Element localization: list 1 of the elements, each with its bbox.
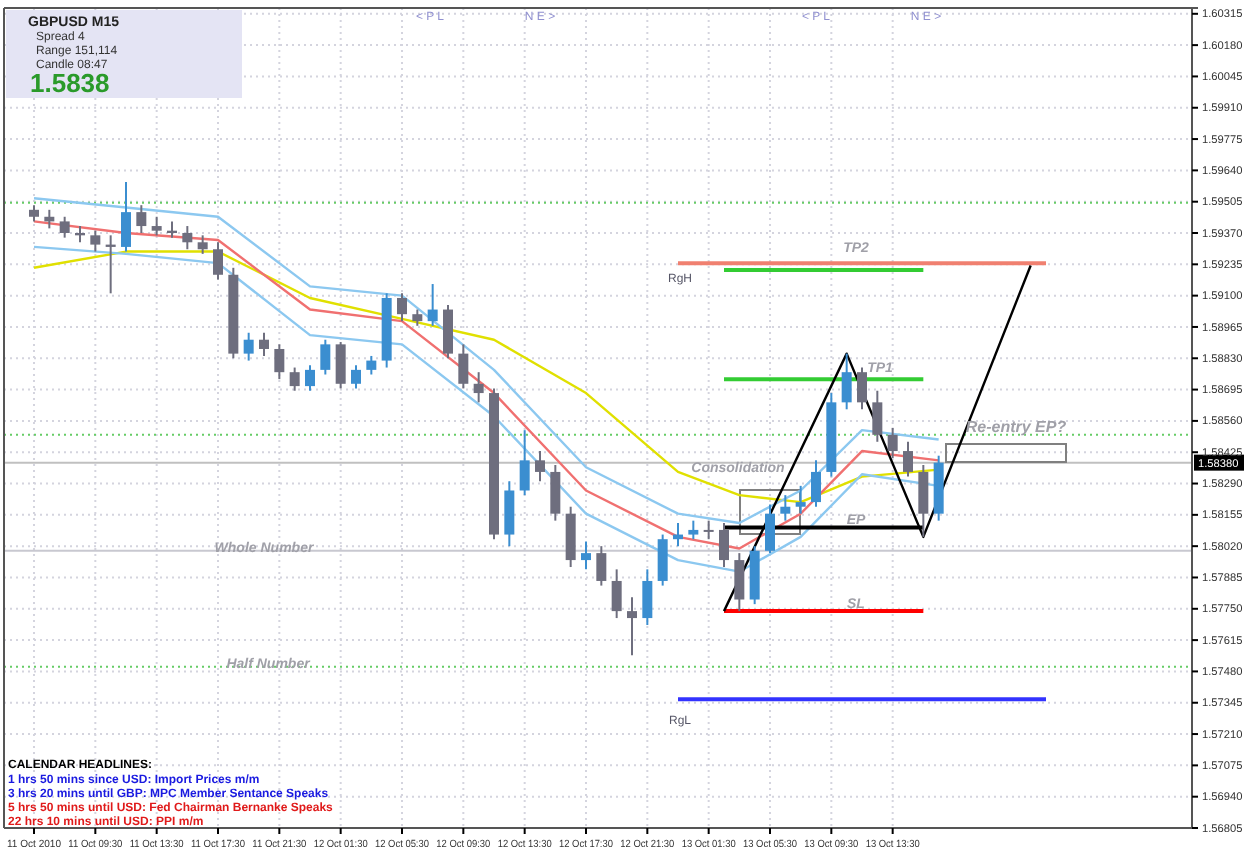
annotation: 1.5838 (30, 68, 110, 98)
